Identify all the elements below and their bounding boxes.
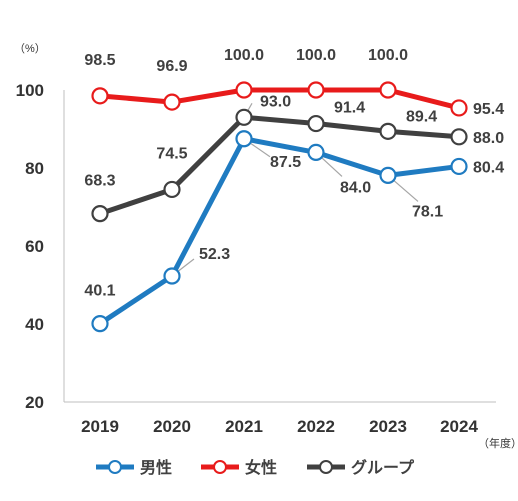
y-tick-label: 20: [25, 393, 44, 412]
data-point: [235, 81, 253, 99]
data-point: [379, 81, 397, 99]
data-label: 68.3: [84, 173, 115, 190]
data-point: [235, 130, 253, 148]
legend-swatch-marker: [213, 460, 227, 474]
data-point: [450, 99, 468, 117]
legend-label: グループ: [351, 458, 415, 477]
x-unit-label: （年度）: [478, 436, 518, 450]
data-point: [163, 267, 181, 285]
data-label: 100.0: [296, 47, 336, 64]
legend-label: 男性: [140, 458, 172, 477]
data-label: 87.5: [270, 154, 301, 171]
x-tick-label: 2022: [297, 417, 335, 436]
x-tick-labels: 2019 2020 2021 2022 2023 2024: [81, 417, 478, 436]
data-point: [91, 315, 109, 333]
data-labels: 40.1 52.3 87.5 84.0 78.1 80.4 98.5 96.9 100.0 100…: [84, 47, 504, 300]
x-tick-label: 2020: [153, 417, 191, 436]
series-line: [99, 114, 460, 216]
data-label: 88.0: [473, 130, 504, 147]
data-label: 91.4: [334, 100, 365, 117]
data-label: 100.0: [224, 47, 264, 64]
legend-swatch-marker: [319, 460, 333, 474]
x-tick-label: 2019: [81, 417, 119, 436]
data-label: 74.5: [156, 145, 187, 162]
data-label: 84.0: [340, 179, 371, 196]
x-tick-label: 2023: [369, 417, 407, 436]
legend-label: 女性: [245, 458, 277, 477]
data-point: [91, 87, 109, 105]
data-point: [91, 205, 109, 223]
series-line: [98, 136, 460, 326]
series-group: [91, 81, 468, 333]
x-tick-label: 2021: [225, 417, 263, 436]
y-tick-label: 40: [25, 315, 44, 334]
legend: 男性 女性 グループ: [96, 458, 415, 477]
y-unit-label: （%）: [14, 42, 46, 55]
data-point: [163, 180, 181, 199]
data-label: 40.1: [84, 283, 115, 300]
data-label: 52.3: [199, 246, 230, 263]
data-point: [450, 128, 468, 146]
data-point: [450, 157, 468, 176]
data-label: 100.0: [368, 47, 408, 64]
y-tick-labels: 20 40 60 80 100: [16, 81, 44, 412]
data-point: [307, 143, 325, 161]
series-line: [99, 87, 460, 111]
data-label: 95.4: [473, 101, 504, 118]
data-label: 89.4: [406, 108, 437, 125]
data-point: [307, 114, 325, 133]
data-point: [307, 81, 325, 99]
data-label: 93.0: [260, 93, 291, 110]
x-tick-label: 2024: [440, 417, 478, 436]
legend-swatch-marker: [108, 460, 122, 474]
data-point: [379, 122, 397, 140]
data-label: 80.4: [473, 159, 504, 176]
data-label: 98.5: [84, 52, 115, 69]
data-point: [235, 108, 253, 126]
data-label: 78.1: [412, 203, 443, 220]
axes: [63, 90, 496, 403]
y-tick-label: 60: [25, 237, 44, 256]
y-tick-label: 100: [16, 81, 44, 100]
data-point: [379, 166, 397, 185]
data-point: [163, 93, 181, 111]
data-label: 96.9: [156, 58, 187, 75]
y-tick-label: 80: [25, 159, 44, 178]
